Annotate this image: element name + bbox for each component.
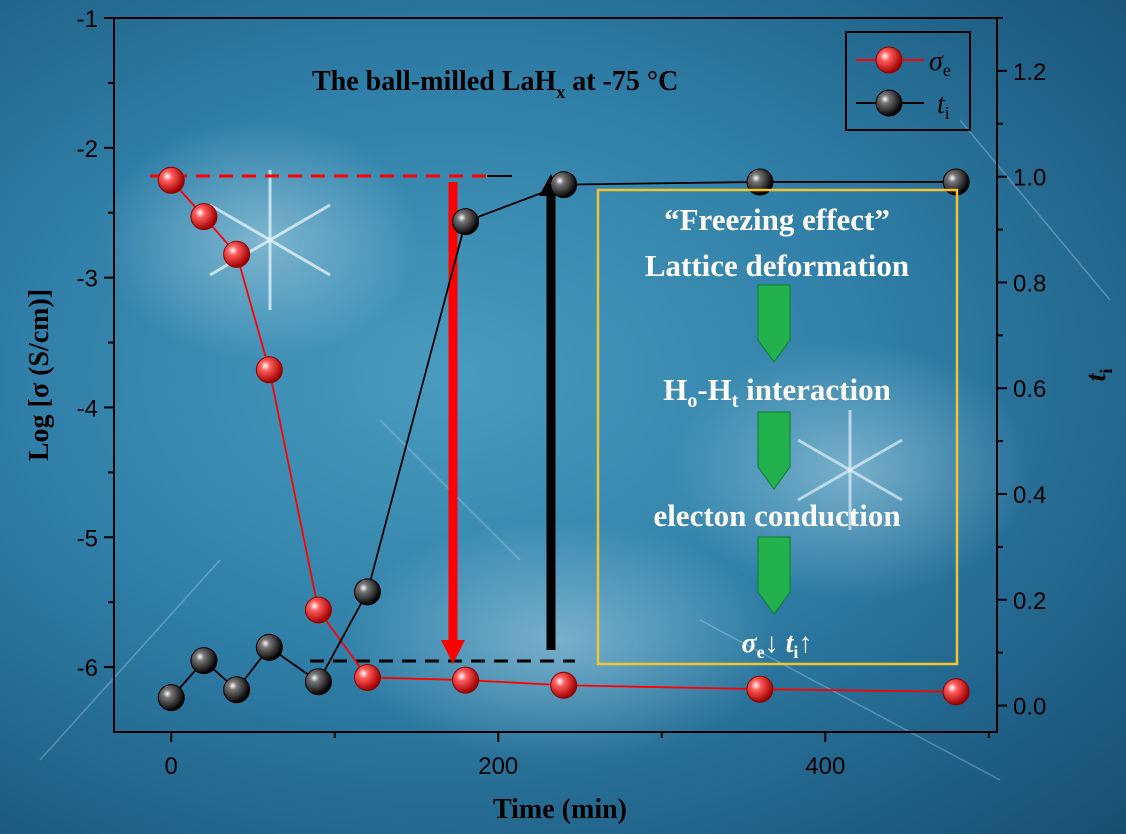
y2-tick-label: 1.2	[1013, 59, 1046, 86]
chart-title-suffix: at -75 °C	[565, 66, 678, 97]
plot-frame	[113, 17, 998, 733]
mechanism-line-3-h: H	[663, 372, 687, 407]
data-point-series-0	[942, 678, 970, 706]
legend-label-sigma: σe	[929, 46, 951, 80]
data-point-series-1	[255, 633, 283, 661]
data-point-series-0	[157, 166, 185, 194]
y-tick-label: -6	[77, 655, 98, 682]
y2-tick-label: 1.0	[1013, 165, 1046, 192]
y2-tick-label: 0.8	[1013, 270, 1046, 297]
result-t: t	[786, 628, 795, 659]
data-point-series-1	[157, 684, 185, 712]
y-axis: -1 -2 -3 -4 -5 -6	[77, 6, 114, 682]
data-point-series-0	[190, 203, 218, 231]
mechanism-line-3-rest	[738, 372, 746, 407]
chevron-down-icon	[757, 284, 791, 363]
data-point-series-1	[190, 647, 218, 675]
data-point-series-1	[550, 171, 578, 199]
legend: σe ti	[845, 31, 971, 131]
chart-title: The ball-milled LaHx at -75 °C	[312, 66, 678, 102]
mechanism-box-frame	[596, 188, 959, 666]
y-tick-label: -1	[77, 6, 98, 33]
chart-title-sub: x	[556, 82, 565, 102]
legend-label-sigma-sub: e	[943, 60, 951, 80]
snowflake-icon	[797, 410, 903, 530]
data-point-series-1	[452, 208, 480, 236]
data-point-series-0	[353, 663, 381, 691]
data-point-series-0	[255, 356, 283, 384]
series-line-0	[170, 179, 957, 693]
legend-marker-sigma	[875, 46, 903, 74]
mechanism-line-3-sub-t: t	[732, 390, 739, 412]
x-axis: 0 200 400	[165, 732, 990, 780]
y2-axis: 1.2 1.0 0.8 0.6 0.4 0.2 0.0	[997, 17, 1046, 721]
x-tick-label: 200	[478, 753, 518, 780]
data-point-series-1	[223, 676, 251, 704]
y2-tick-label: 0.6	[1013, 376, 1046, 403]
result-sigma-sub: e	[757, 642, 765, 662]
y2-tick-label: 0.0	[1013, 694, 1046, 721]
mechanism-line-3-word: interaction	[746, 372, 891, 407]
sigma-drop-arrow-head	[441, 640, 465, 664]
y2-axis-title: ti	[1081, 369, 1116, 382]
chevron-down-icon	[757, 536, 791, 615]
mechanism-line-4: electon conduction	[653, 498, 900, 533]
chevron-down-icon	[757, 411, 791, 490]
mechanism-line-3-mid: -H	[697, 372, 731, 407]
mechanism-line-2: Lattice deformation	[645, 248, 909, 283]
legend-box	[845, 31, 971, 131]
data-point-series-1	[353, 578, 381, 606]
result-arrow-up: ↑	[798, 628, 812, 659]
legend-label-ti-sub: i	[945, 103, 950, 123]
series-lines	[170, 179, 957, 699]
mechanism-line-3: Ho-Ht interaction	[663, 372, 891, 412]
annotation-lines	[150, 174, 575, 664]
mechanism-result: σe↓ ti↑	[742, 628, 813, 662]
data-point-series-0	[550, 671, 578, 699]
mechanism-box: “Freezing effect” Lattice deformation Ho…	[596, 188, 959, 666]
result-space	[779, 628, 786, 659]
y2-axis-title-sub: i	[1096, 369, 1116, 374]
x-axis-title: Time (min)	[493, 794, 627, 825]
svg-text:ti: ti	[1081, 369, 1116, 382]
legend-label-sigma-main: σ	[929, 46, 944, 77]
x-tick-label: 0	[165, 753, 178, 780]
y-axis-title: Log [σ (S/cm)]	[24, 289, 55, 461]
x-tick-label: 400	[805, 753, 845, 780]
legend-label-ti: ti	[937, 89, 950, 123]
chart-title-main: The ball-milled LaH	[312, 66, 556, 97]
series-line-1	[170, 181, 957, 699]
y2-tick-label: 0.2	[1013, 588, 1046, 615]
series-points	[157, 166, 970, 712]
y-tick-label: -2	[77, 136, 98, 163]
data-point-series-1	[746, 168, 774, 196]
data-point-series-0	[746, 675, 774, 703]
y-tick-label: -5	[77, 525, 98, 552]
data-point-series-0	[452, 666, 480, 694]
data-point-series-0	[304, 596, 332, 624]
data-point-series-1	[304, 668, 332, 696]
legend-label-ti-main: t	[937, 89, 946, 120]
result-t-sub: i	[793, 642, 798, 662]
mechanism-line-3-sub-o: o	[687, 390, 697, 412]
result-arrow-down: ↓	[765, 628, 779, 659]
mechanism-line-1: “Freezing effect”	[664, 202, 890, 237]
y-tick-label: -3	[77, 266, 98, 293]
legend-marker-ti	[875, 89, 903, 117]
data-point-series-0	[223, 240, 251, 268]
y2-axis-title-main: t	[1081, 372, 1112, 381]
y-tick-label: -4	[77, 395, 98, 422]
y2-tick-label: 0.4	[1013, 482, 1046, 509]
result-sigma: σ	[742, 628, 758, 659]
